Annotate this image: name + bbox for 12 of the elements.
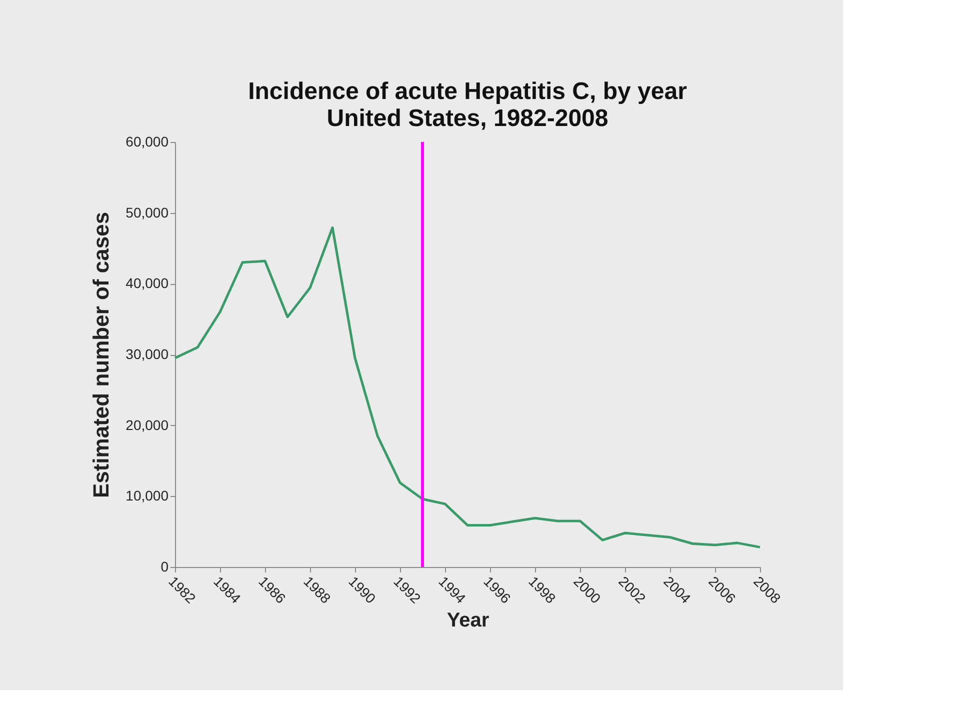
y-tick-label: 40,000 [126, 275, 169, 292]
chart-title: Incidence of acute Hepatitis C, by year [248, 78, 687, 105]
x-axis-title: Year [446, 609, 490, 632]
y-tick-label: 50,000 [126, 204, 169, 220]
y-tick-label: 0 [160, 558, 169, 574]
y-tick-label: 20,000 [126, 416, 169, 433]
y-tick-label: 30,000 [126, 346, 169, 362]
y-tick-label: 60,000 [126, 134, 169, 150]
chart-subtitle: United States, 1982-2008 [326, 105, 608, 132]
y-tick-label: 10,000 [126, 488, 169, 504]
y-axis-title: Estimated number of cases [88, 212, 114, 498]
line-series [174, 226, 762, 548]
